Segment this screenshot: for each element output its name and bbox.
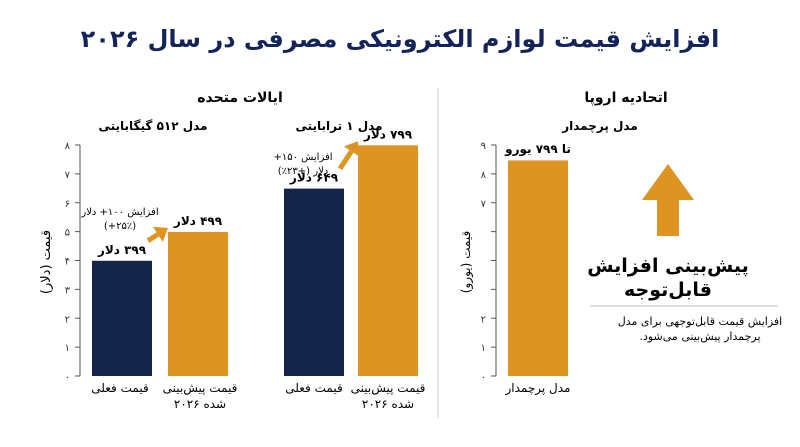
us-tick-label: ۶ xyxy=(65,199,70,210)
us-bar-projected-0 xyxy=(168,231,228,376)
us-1tb-increase-line1: افزایش ۱۵۰+ xyxy=(273,152,332,163)
us-1tb-increase-line2: دلار (+۲۳٪) xyxy=(278,166,328,177)
us-bar-current-0 xyxy=(92,260,152,376)
us-tick-label: ۵ xyxy=(65,228,70,239)
us-tick-label: ۷ xyxy=(65,170,71,181)
us-group-name-512gb: مدل ۵۱۲ گیگابایتی xyxy=(98,119,207,133)
us-panel-heading: ایالات متحده xyxy=(197,90,283,106)
eu-note-line1: افزایش قیمت قابل‌توجهی برای مدل xyxy=(618,315,783,328)
us-tick-label: ۱ xyxy=(65,343,70,354)
eu-tick-label: ۲ xyxy=(481,314,486,325)
us-increase-arrow-shaft-1 xyxy=(337,149,354,170)
eu-callout-line1: پیش‌بینی افزایش xyxy=(587,255,749,277)
us-value-label-projected-0: ۴۹۹ دلار xyxy=(173,214,223,228)
eu-tick-label: ۸ xyxy=(481,170,487,181)
us-bars xyxy=(92,145,418,376)
eu-y-ticks: ۰ ۱ ۲ ۷ ۸ ۹ xyxy=(481,141,496,383)
eu-panel-heading: اتحادیه اروپا xyxy=(584,90,667,106)
eu-tick-label: ۱ xyxy=(481,343,486,354)
us-tick-label: ۴ xyxy=(65,257,70,268)
eu-tick-label: ۹ xyxy=(481,141,486,152)
us-1tb-projected-label-line1: قیمت پیش‌بینی xyxy=(351,381,426,396)
eu-tick-label: ۰ xyxy=(481,372,486,383)
us-y-axis-label: قیمت (دلار) xyxy=(39,230,54,294)
us-512-increase-line1: افزایش ۱۰۰+ دلار xyxy=(80,207,158,218)
us-512-increase-line2: (+۲۵٪) xyxy=(104,221,136,232)
us-increase-arrow-head-icon-0 xyxy=(153,226,168,242)
chart-title: افزایش قیمت لوازم الکترونیکی مصرفی در سا… xyxy=(81,25,720,53)
eu-y-axis-label: قیمت (یورو) xyxy=(459,231,474,293)
us-bar-current-1 xyxy=(284,188,344,376)
us-1tb-current-label: قیمت فعلی xyxy=(285,381,342,395)
us-bar-projected-1 xyxy=(358,145,418,376)
us-increase-arrow-head-icon-1 xyxy=(343,141,359,157)
us-increase-arrows xyxy=(146,141,359,243)
eu-tick-label: ۷ xyxy=(481,199,487,210)
us-tick-label: ۸ xyxy=(65,141,71,152)
us-value-label-projected-1: ۷۹۹ دلار xyxy=(363,127,413,141)
us-tick-label: ۰ xyxy=(65,372,70,383)
eu-bar-value-label: تا ۷۹۹ یورو xyxy=(504,142,571,157)
us-group-name-1tb: مدل ۱ ترابایتی xyxy=(295,119,382,133)
us-value-labels: ۳۹۹ دلار ۴۹۹ دلار ۶۴۹ دلار ۷۹۹ دلار xyxy=(97,127,413,257)
us-512-projected-label-line2: شده ۲۰۲۶ xyxy=(174,397,226,411)
eu-bar-label: مدل پرچمدار xyxy=(504,381,570,396)
us-increase-arrow-shaft-0 xyxy=(146,232,160,243)
us-512-projected-label-line1: قیمت پیش‌بینی xyxy=(163,381,238,396)
us-tick-label: ۲ xyxy=(65,314,70,325)
us-512-current-label: قیمت فعلی xyxy=(91,381,148,395)
us-1tb-projected-label-line2: شده ۲۰۲۶ xyxy=(362,397,414,411)
eu-note-line2: پرچمدار پیش‌بینی می‌شود. xyxy=(639,330,760,343)
eu-bars xyxy=(508,160,568,376)
eu-subheading: مدل پرچمدار xyxy=(561,119,638,133)
eu-callout-line2: قابل‌توجه xyxy=(624,279,712,301)
eu-up-arrow-icon xyxy=(642,164,694,236)
us-value-label-current-0: ۳۹۹ دلار xyxy=(97,243,147,257)
eu-bar-flagship xyxy=(508,160,568,376)
us-tick-label: ۳ xyxy=(65,285,71,296)
us-value-label-current-1: ۶۴۹ دلار xyxy=(289,171,339,185)
us-y-ticks: ۰ ۱ ۲ ۳ ۴ ۵ ۶ ۷ ۸ xyxy=(65,141,80,383)
